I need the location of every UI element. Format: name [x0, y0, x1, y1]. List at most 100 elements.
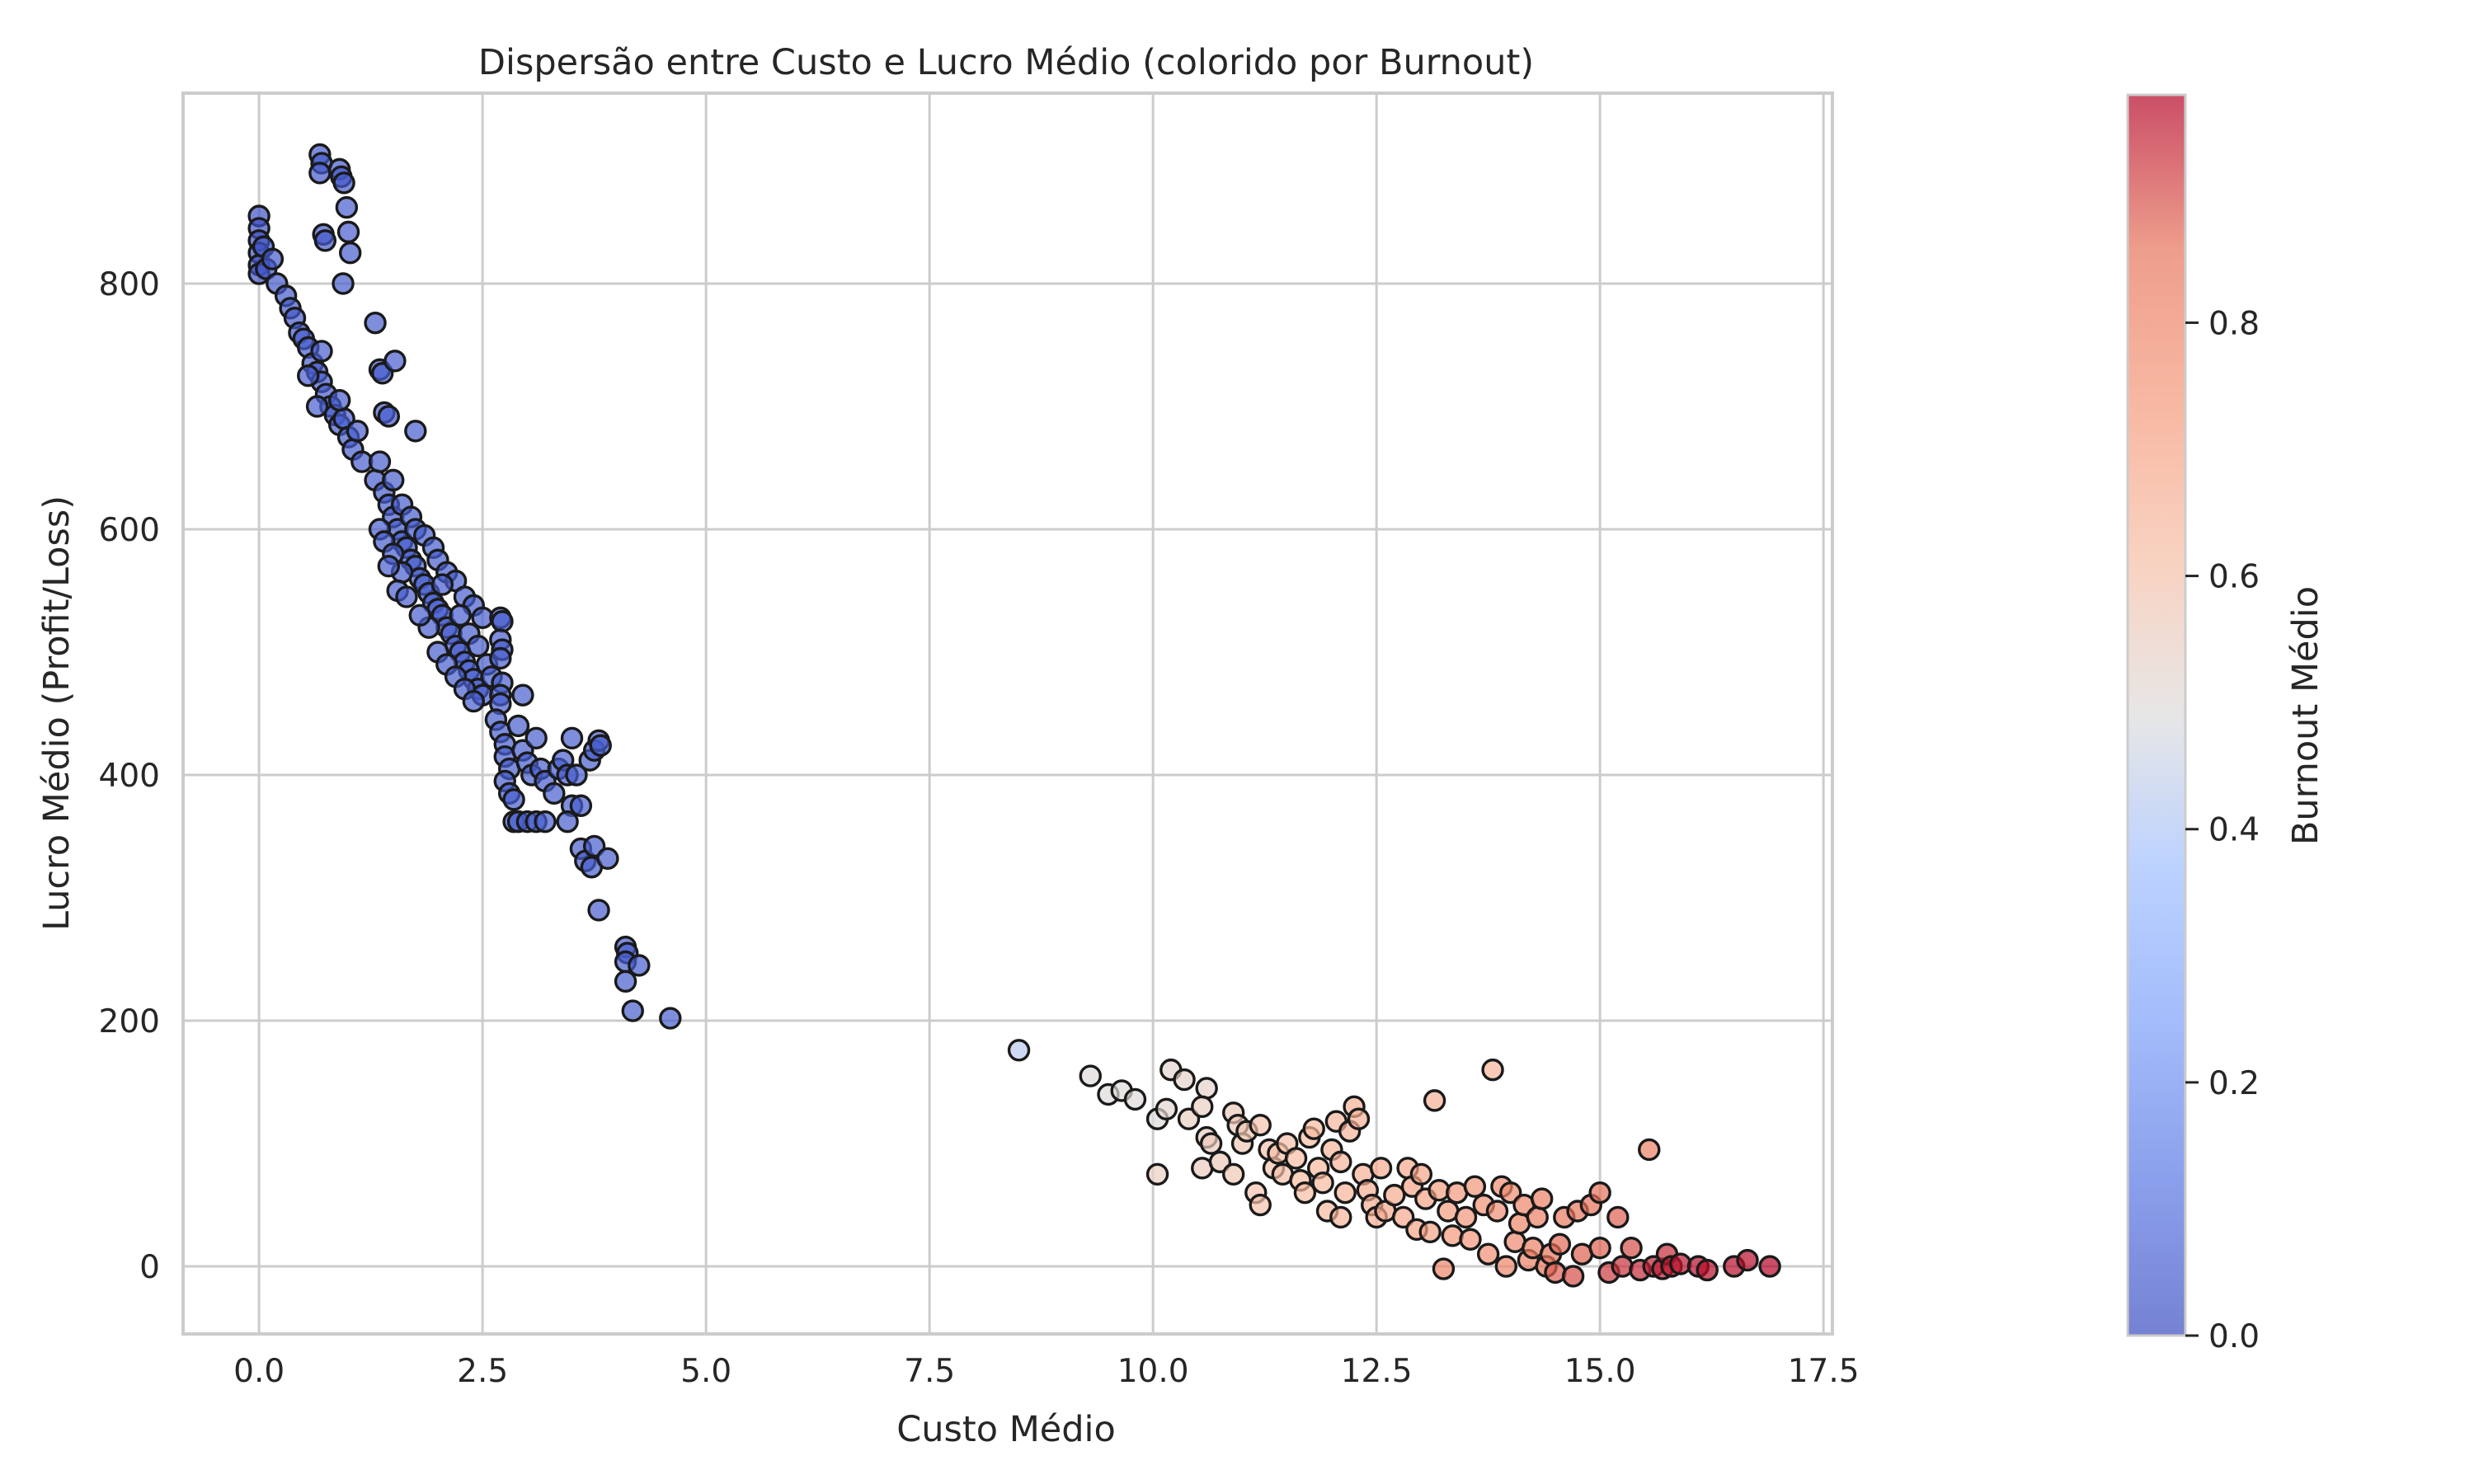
data-point: [1369, 1157, 1393, 1180]
x-tick-label: 12.5: [1341, 1353, 1413, 1390]
y-axis-ticks: 0 200 400 600 800: [99, 266, 160, 1286]
y-tick-label: 600: [99, 512, 160, 549]
data-point: [1638, 1138, 1661, 1162]
data-point: [1409, 1162, 1433, 1186]
data-point: [364, 311, 387, 335]
data-point: [261, 247, 285, 270]
data-point: [305, 395, 329, 418]
x-axis-ticks: 0.0 2.5 5.0 7.5 10.0 12.5 15.0 17.5: [233, 1353, 1859, 1390]
data-point: [1195, 1077, 1218, 1100]
data-point: [1007, 1039, 1031, 1062]
data-point: [1347, 1107, 1371, 1130]
x-tick-label: 0.0: [233, 1353, 285, 1390]
data-point: [328, 388, 351, 412]
data-point: [614, 970, 637, 993]
x-tick-label: 2.5: [457, 1353, 508, 1390]
data-point: [1123, 1087, 1147, 1111]
data-point: [565, 763, 588, 787]
data-point: [1494, 1255, 1518, 1278]
data-point: [1079, 1064, 1102, 1087]
data-point: [1249, 1113, 1272, 1137]
data-point: [1476, 1242, 1500, 1266]
data-point: [1530, 1187, 1554, 1210]
y-tick-label: 400: [99, 758, 160, 795]
data-point: [408, 603, 431, 627]
y-tick-label: 0: [139, 1249, 160, 1286]
data-point: [1611, 1255, 1634, 1278]
data-point: [1526, 1205, 1549, 1229]
colorbar-tick-label: 0.6: [2208, 559, 2260, 596]
data-point: [339, 242, 362, 265]
colorbar-tick-label: 0.0: [2208, 1318, 2260, 1355]
data-point: [1329, 1150, 1352, 1174]
data-point: [383, 350, 407, 373]
grid: [183, 93, 1832, 1334]
data-point: [382, 468, 405, 492]
y-tick-label: 200: [99, 1003, 160, 1040]
x-tick-label: 17.5: [1788, 1353, 1860, 1390]
colorbar-tick-label: 0.4: [2208, 812, 2260, 849]
data-point: [1432, 1257, 1456, 1280]
x-tick-label: 5.0: [680, 1353, 731, 1390]
chart-title: Dispersão entre Custo e Lucro Médio (col…: [478, 42, 1534, 83]
data-point: [377, 554, 401, 578]
x-tick-label: 10.0: [1117, 1353, 1189, 1390]
data-point: [430, 573, 454, 596]
x-axis-label: Custo Médio: [896, 1409, 1116, 1450]
colorbar-label: Burnout Médio: [2285, 586, 2326, 845]
data-point: [1441, 1224, 1464, 1247]
data-point: [1588, 1181, 1611, 1205]
data-point: [332, 171, 355, 195]
x-tick-label: 15.0: [1564, 1353, 1636, 1390]
y-axis-label: Lucro Médio (Profit/Loss): [36, 495, 78, 931]
data-point: [1454, 1205, 1478, 1229]
data-point: [346, 420, 369, 443]
data-point: [1199, 1132, 1223, 1155]
data-point: [1302, 1117, 1325, 1140]
data-point: [1485, 1200, 1509, 1223]
data-point: [467, 634, 490, 658]
data-point: [1383, 1183, 1406, 1207]
data-point: [1606, 1205, 1630, 1229]
data-point: [556, 810, 579, 834]
data-point: [449, 603, 472, 627]
colorbar-tick-label: 0.8: [2208, 305, 2260, 342]
data-point: [511, 683, 534, 707]
data-point: [502, 788, 525, 811]
colorbar-frame: [2126, 93, 2187, 1337]
x-tick-label: 7.5: [904, 1353, 955, 1390]
data-point: [1620, 1236, 1643, 1260]
data-point: [659, 1007, 682, 1030]
plot-frame: [181, 92, 1834, 1336]
data-point: [1191, 1095, 1214, 1119]
data-point: [336, 220, 360, 244]
colorbar: [2128, 95, 2185, 1336]
data-point: [395, 585, 418, 608]
data-point: [332, 272, 355, 295]
colorbar-tick-label: 0.2: [2208, 1065, 2260, 1102]
data-point: [462, 689, 486, 713]
data-point: [1418, 1220, 1442, 1244]
data-point: [596, 847, 619, 871]
data-point: [1293, 1181, 1317, 1205]
data-point: [335, 195, 359, 219]
data-point: [1758, 1255, 1781, 1278]
data-point: [1459, 1228, 1482, 1251]
data-point: [569, 794, 593, 817]
data-point: [1423, 1089, 1446, 1112]
data-point: [1284, 1147, 1308, 1170]
data-point: [313, 229, 337, 252]
data-point: [1249, 1193, 1272, 1217]
data-point: [560, 726, 584, 750]
data-point: [310, 340, 333, 363]
data-point: [1222, 1162, 1245, 1186]
data-point: [368, 450, 392, 473]
colorbar-ticks: 0.0 0.2 0.4 0.6 0.8: [2185, 305, 2260, 1355]
data-point: [1481, 1058, 1504, 1082]
data-point: [489, 646, 512, 670]
data-point: [1736, 1248, 1759, 1272]
data-points: [247, 143, 1781, 1288]
data-point: [1155, 1097, 1178, 1121]
data-point: [1329, 1205, 1352, 1229]
